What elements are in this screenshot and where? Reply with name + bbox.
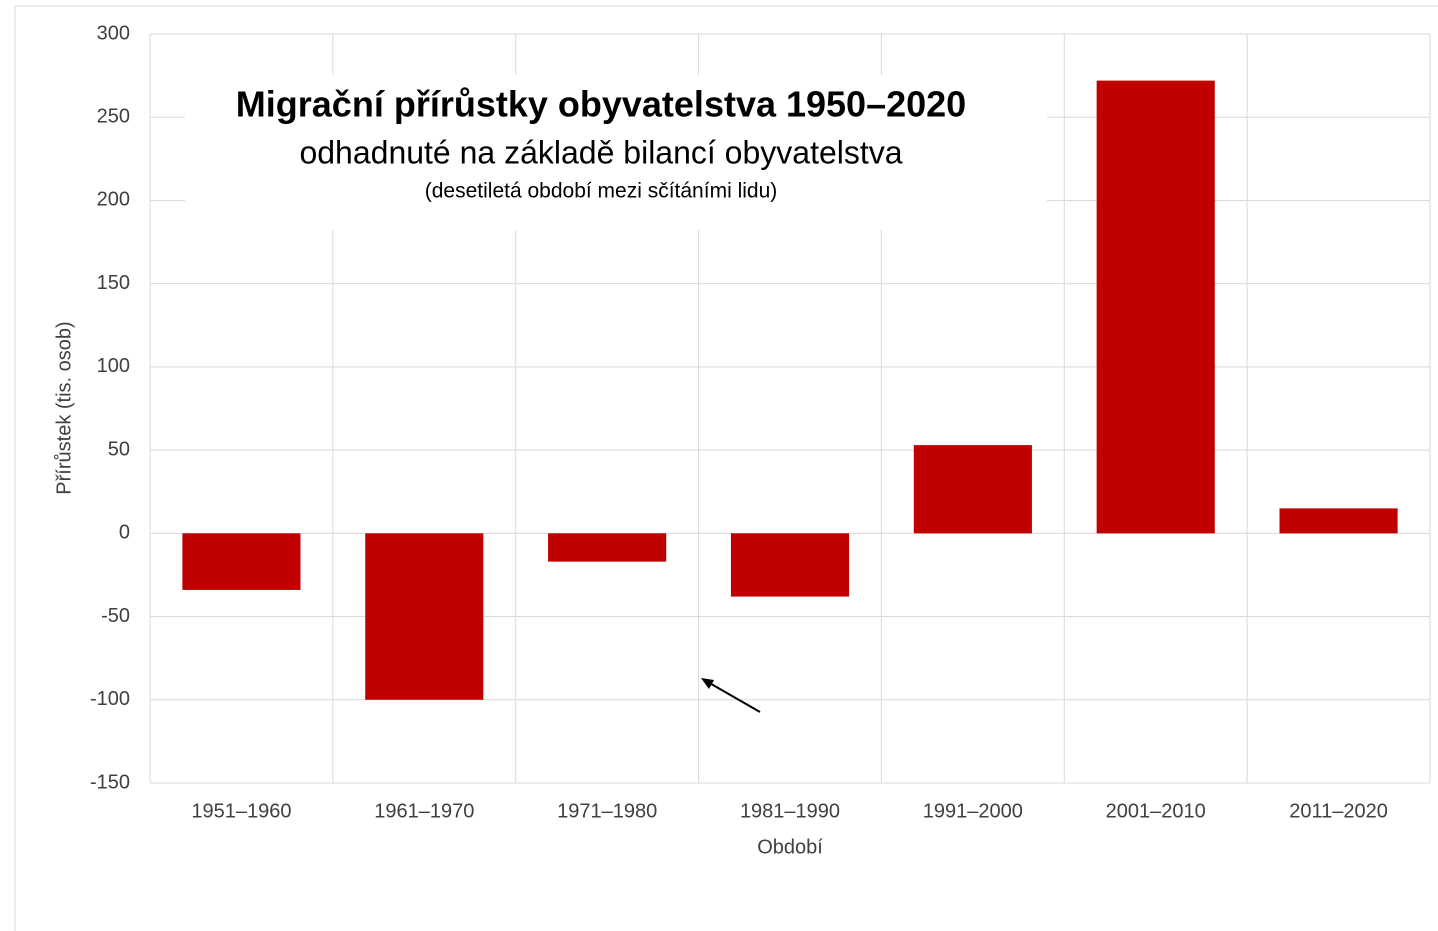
chart-subtitle: odhadnuté na základě bilancí obyvatelstv… (299, 134, 902, 170)
bar (548, 533, 667, 562)
title-box (185, 75, 1047, 230)
arrow (701, 678, 761, 713)
x-tick-label: 1961–1970 (374, 800, 474, 822)
bar (1096, 80, 1215, 534)
bar (1279, 508, 1398, 534)
bar (913, 445, 1032, 534)
chart-title: Migrační přírůstky obyvatelstva 1950–202… (236, 84, 966, 125)
bar (182, 533, 301, 590)
arrow-line (705, 680, 761, 713)
x-tick-label: 2011–2020 (1289, 800, 1388, 822)
bars (182, 80, 1398, 700)
arrow-head (701, 678, 714, 689)
y-tick-label: -100 (90, 688, 130, 710)
x-tick-label: 1991–2000 (923, 800, 1023, 822)
y-tick-label: 0 (119, 522, 130, 544)
x-tick-label: 2001–2010 (1106, 800, 1206, 822)
y-tick-label: 200 (97, 189, 130, 211)
x-axis-label: Období (757, 836, 823, 858)
y-axis-label: Přírůstek (tis. osob) (53, 321, 75, 494)
y-tick-label: 50 (108, 438, 130, 460)
y-tick-label: -150 (90, 771, 130, 793)
x-tick-label: 1981–1990 (740, 800, 840, 822)
y-tick-label: -50 (101, 605, 130, 627)
y-tick-label: 150 (97, 272, 130, 294)
x-tick-label: 1971–1980 (557, 800, 657, 822)
y-tick-label: 300 (97, 22, 130, 44)
bar (365, 533, 484, 700)
x-tick-label: 1951–1960 (191, 800, 291, 822)
y-tick-label: 250 (97, 106, 130, 128)
bar (730, 533, 850, 597)
chart-border (14, 5, 1438, 931)
chart-note: (desetiletá období mezi sčítáními lidu) (425, 180, 778, 203)
y-tick-label: 100 (97, 355, 130, 377)
